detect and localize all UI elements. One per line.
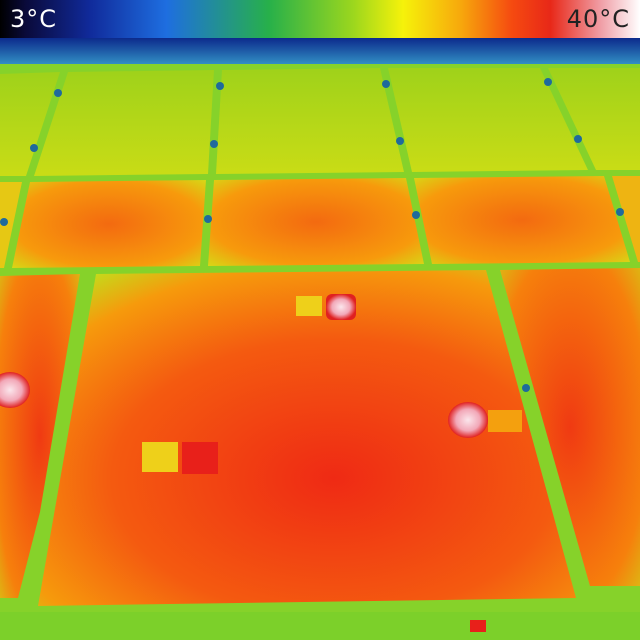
clamp xyxy=(54,89,62,97)
clamp xyxy=(396,137,404,145)
clamp xyxy=(616,208,624,216)
panel-far-4 xyxy=(388,68,588,172)
hot-spot-junction-box xyxy=(326,294,356,320)
clamp xyxy=(522,384,530,392)
clamp xyxy=(30,144,38,152)
middle-panel-row xyxy=(0,176,640,268)
warm-label-near-junction xyxy=(296,296,322,316)
hot-patch-center xyxy=(182,442,218,474)
bottom-hot-mark xyxy=(470,620,486,632)
panel-far-3 xyxy=(216,68,404,174)
clamp xyxy=(412,211,420,219)
panel-near-right xyxy=(500,268,640,586)
clamp xyxy=(210,140,218,148)
thermal-image xyxy=(0,38,640,640)
far-panel-row xyxy=(0,68,640,176)
hot-spots xyxy=(0,294,522,474)
scale-min-label: 3°C xyxy=(10,5,58,33)
panel-far-5 xyxy=(548,68,640,170)
warm-label-right xyxy=(488,410,522,432)
panel-far-1 xyxy=(0,72,60,176)
clamp xyxy=(574,135,582,143)
bottom-frame-strip xyxy=(0,612,640,640)
clamp xyxy=(382,80,390,88)
panel-mid-2 xyxy=(12,180,206,268)
scale-max-label: 40°C xyxy=(566,5,630,33)
panel-mid-4 xyxy=(414,176,630,264)
hot-spot-left-edge xyxy=(0,372,30,408)
clamp xyxy=(0,218,8,226)
panel-mid-1 xyxy=(0,182,22,268)
warm-label-center xyxy=(142,442,178,472)
panel-near-center xyxy=(38,270,576,606)
panel-near-left xyxy=(0,274,80,598)
panel-mid-3 xyxy=(208,178,424,266)
clamp xyxy=(544,78,552,86)
clamp xyxy=(204,215,212,223)
panel-mid-5 xyxy=(612,176,640,262)
temperature-color-scale: 3°C 40°C xyxy=(0,0,640,38)
hot-spot-right xyxy=(448,402,488,438)
panel-far-2 xyxy=(34,70,214,176)
clamp xyxy=(216,82,224,90)
near-panel-row xyxy=(0,268,640,606)
